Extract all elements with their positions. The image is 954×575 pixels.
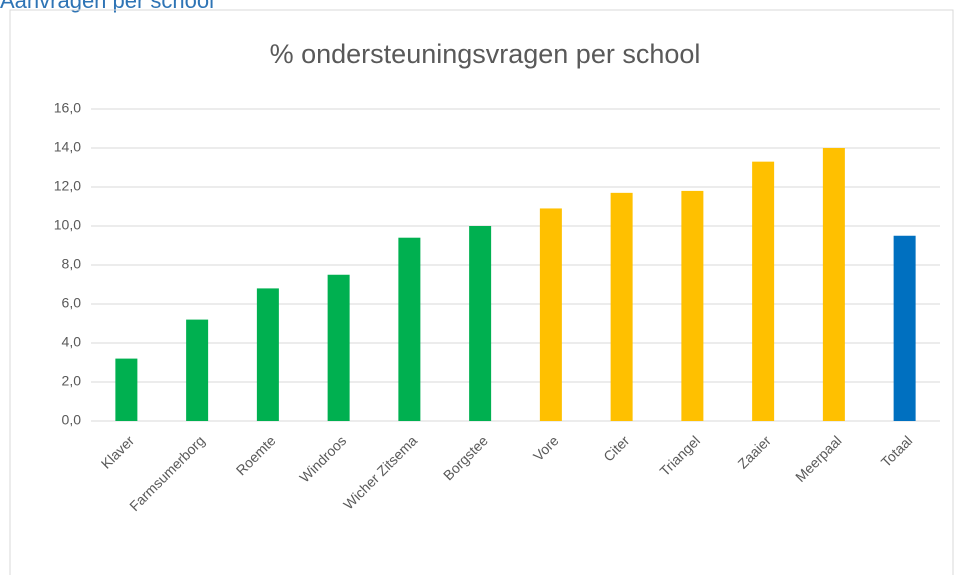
x-tick-label: Meerpaal <box>792 432 845 485</box>
x-tick-label: Klaver <box>98 432 138 472</box>
bar <box>752 161 775 421</box>
page-heading: Aanvragen per school <box>0 0 214 13</box>
y-tick-label: 6,0 <box>62 295 82 311</box>
bar <box>186 319 209 421</box>
bar <box>610 192 633 421</box>
x-tick-label: Totaal <box>878 432 916 470</box>
bar <box>327 274 350 421</box>
bar <box>256 288 279 421</box>
bar <box>398 237 421 421</box>
x-tick-label: Windroos <box>296 432 349 485</box>
chart-border <box>9 9 954 575</box>
chart-title: % ondersteuningsvragen per school <box>270 39 701 69</box>
x-tick-label: Wicher Zitsema <box>340 432 420 512</box>
x-tick-label: Vore <box>530 432 562 464</box>
x-tick-label: Citer <box>600 432 632 464</box>
bar <box>893 235 916 421</box>
y-tick-label: 16,0 <box>54 100 81 116</box>
y-tick-label: 4,0 <box>62 334 82 350</box>
y-tick-label: 10,0 <box>54 217 81 233</box>
x-tick-label: Zaaier <box>734 432 774 472</box>
bar <box>681 190 704 421</box>
y-tick-label: 12,0 <box>54 178 81 194</box>
y-tick-label: 2,0 <box>62 373 82 389</box>
bar <box>469 226 492 421</box>
bar <box>822 148 845 421</box>
x-tick-label: Borgstee <box>440 432 491 483</box>
y-tick-label: 0,0 <box>62 412 82 428</box>
x-tick-label: Triangel <box>656 432 703 479</box>
bar <box>115 358 138 421</box>
x-tick-label: Roemte <box>233 432 279 478</box>
y-tick-label: 8,0 <box>62 256 82 272</box>
x-tick-label: Farmsumerborg <box>126 432 208 514</box>
bar <box>539 208 562 421</box>
y-tick-label: 14,0 <box>54 139 81 155</box>
